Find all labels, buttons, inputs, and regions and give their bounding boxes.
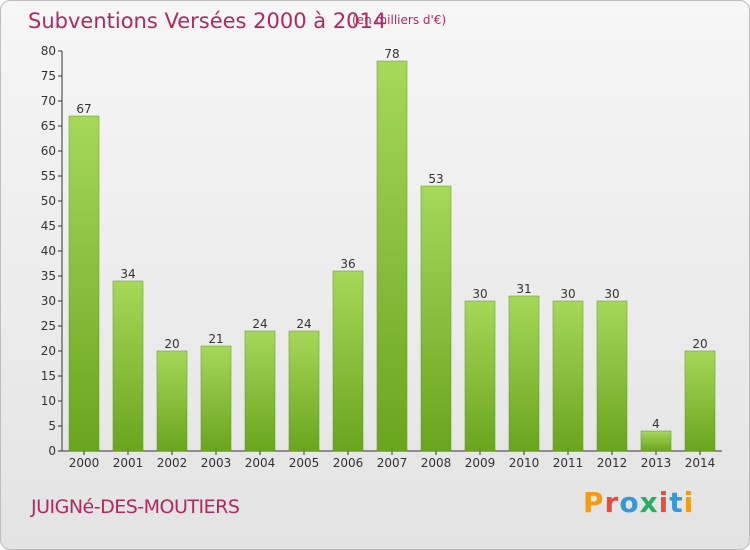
x-tick-label: 2012 (597, 456, 628, 470)
y-tick-label: 50 (41, 194, 56, 208)
bar (464, 300, 496, 452)
data-label: 21 (208, 332, 223, 346)
y-tick-label: 65 (41, 119, 56, 133)
bar (684, 350, 716, 452)
data-label: 78 (384, 47, 399, 61)
bar (420, 185, 452, 452)
y-tick-label: 20 (41, 344, 56, 358)
proxiti-logo: Proxiti (583, 486, 695, 519)
y-tick-label: 40 (41, 244, 56, 258)
data-label: 36 (340, 257, 355, 271)
x-tick-label: 2009 (465, 456, 496, 470)
x-tick-label: 2007 (377, 456, 408, 470)
data-label: 20 (692, 337, 707, 351)
data-label: 20 (164, 337, 179, 351)
bar (68, 115, 100, 452)
y-tick-label: 45 (41, 219, 56, 233)
y-tick-label: 25 (41, 319, 56, 333)
data-label: 67 (76, 102, 91, 116)
unit-label: (en milliers d'€) (352, 13, 447, 27)
y-tick-label: 35 (41, 269, 56, 283)
bar (596, 300, 628, 452)
x-tick-label: 2010 (509, 456, 540, 470)
bar (508, 295, 540, 452)
y-tick-label: 0 (48, 444, 56, 458)
bar (288, 330, 320, 452)
x-tick-label: 2006 (333, 456, 364, 470)
chart-title: Subventions Versées 2000 à 2014 (28, 9, 387, 33)
x-tick-label: 2002 (157, 456, 188, 470)
bars: 67 34 20 21 24 24 36 78 53 30 31 30 30 4 20 (68, 47, 716, 452)
axes: 0 5 10 15 20 25 30 35 40 45 50 55 60 65 70 75 80 2000 2001… (41, 44, 722, 470)
data-label: 34 (120, 267, 135, 281)
commune-name: JUIGNé-DES-MOUTIERS (31, 496, 240, 518)
x-tick-label: 2005 (289, 456, 320, 470)
data-label: 24 (252, 317, 267, 331)
y-tick-label: 10 (41, 394, 56, 408)
x-tick-label: 2008 (421, 456, 452, 470)
y-tick-label: 55 (41, 169, 56, 183)
y-tick-label: 70 (41, 94, 56, 108)
bar (200, 345, 232, 452)
y-tick-label: 80 (41, 44, 56, 58)
data-label: 30 (472, 287, 487, 301)
data-label: 4 (652, 417, 660, 431)
data-label: 30 (604, 287, 619, 301)
bar (552, 300, 584, 452)
x-tick-label: 2004 (245, 456, 276, 470)
x-tick-label: 2013 (641, 456, 672, 470)
x-tick-label: 2000 (69, 456, 100, 470)
bar (376, 60, 408, 452)
x-tick-label: 2014 (685, 456, 716, 470)
data-label: 31 (516, 282, 531, 296)
y-tick-label: 60 (41, 144, 56, 158)
data-label: 53 (428, 172, 443, 186)
bar (332, 270, 364, 452)
bar (112, 280, 144, 452)
x-tick-label: 2001 (113, 456, 144, 470)
x-tick-label: 2011 (553, 456, 584, 470)
bar (244, 330, 276, 452)
y-tick-label: 30 (41, 294, 56, 308)
bar (156, 350, 188, 452)
bar (640, 430, 672, 452)
data-label: 30 (560, 287, 575, 301)
x-tick-label: 2003 (201, 456, 232, 470)
y-tick-label: 15 (41, 369, 56, 383)
y-tick-label: 5 (48, 419, 56, 433)
y-tick-label: 75 (41, 69, 56, 83)
data-label: 24 (296, 317, 311, 331)
